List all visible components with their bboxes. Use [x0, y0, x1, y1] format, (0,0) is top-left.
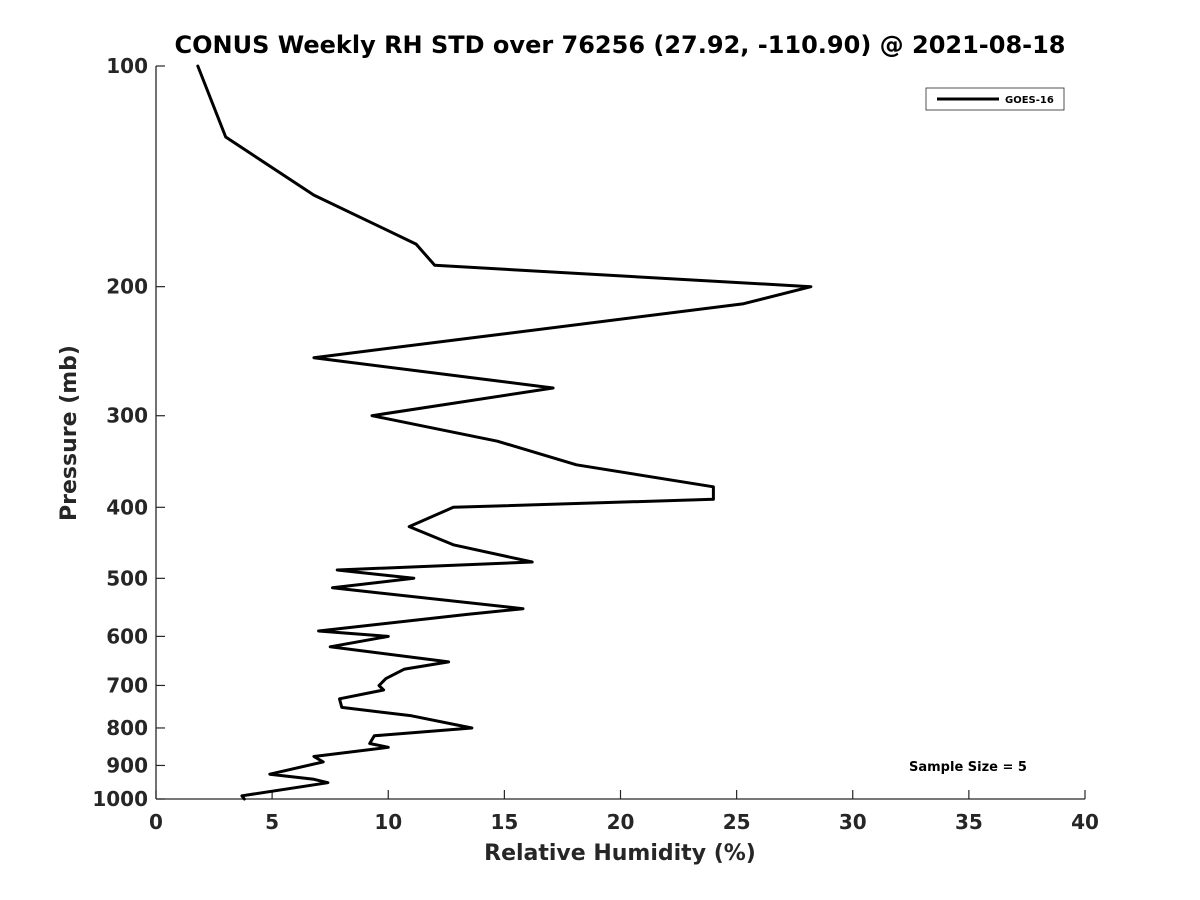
y-tick-label: 500	[106, 566, 148, 590]
legend: GOES-16	[925, 87, 1065, 111]
y-tick-label: 100	[106, 54, 148, 78]
x-axis-ticks: 0 5 10 15 20 25 30 35 40	[149, 790, 1099, 834]
y-tick-label: 800	[106, 716, 148, 740]
x-tick-label: 25	[723, 810, 751, 834]
y-tick-label: 1000	[92, 787, 148, 811]
y-axis-label: Pressure (mb)	[57, 345, 82, 521]
y-tick-label: 700	[106, 673, 148, 697]
x-tick-label: 10	[374, 810, 402, 834]
y-tick-label: 400	[106, 495, 148, 519]
chart-title: CONUS Weekly RH STD over 76256 (27.92, -…	[174, 31, 1065, 59]
x-tick-label: 40	[1071, 810, 1099, 834]
y-axis-ticks: 100 200 300 400 500 600 700 800 900 1000	[92, 54, 165, 811]
y-tick-label: 300	[106, 404, 148, 428]
x-tick-label: 35	[955, 810, 983, 834]
x-tick-label: 5	[265, 810, 279, 834]
y-tick-label: 200	[106, 275, 148, 299]
sample-size-annotation: Sample Size = 5	[909, 760, 1027, 775]
series-layer	[196, 64, 813, 801]
y-tick-label: 900	[106, 753, 148, 777]
series-line-goes-16	[196, 64, 813, 801]
x-tick-label: 20	[607, 810, 635, 834]
legend-label-goes-16: GOES-16	[1005, 95, 1054, 106]
x-tick-label: 15	[490, 810, 518, 834]
y-tick-label: 600	[106, 624, 148, 648]
x-tick-label: 0	[149, 810, 163, 834]
plot-area	[155, 66, 1085, 800]
x-tick-label: 30	[839, 810, 867, 834]
x-axis-label: Relative Humidity (%)	[484, 841, 756, 866]
